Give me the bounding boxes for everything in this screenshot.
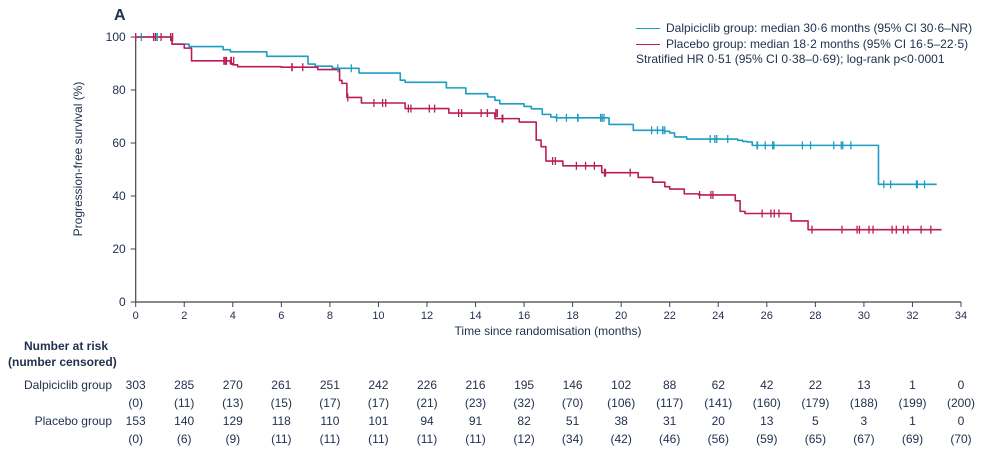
svg-text:4: 4 xyxy=(230,310,236,322)
svg-text:26: 26 xyxy=(761,310,773,322)
svg-text:22: 22 xyxy=(664,310,676,322)
svg-text:60: 60 xyxy=(112,136,126,150)
svg-text:40: 40 xyxy=(112,189,126,203)
svg-text:8: 8 xyxy=(327,310,333,322)
svg-text:34: 34 xyxy=(955,310,967,322)
svg-text:14: 14 xyxy=(469,310,481,322)
svg-text:16: 16 xyxy=(518,310,530,322)
svg-text:30: 30 xyxy=(858,310,870,322)
svg-text:10: 10 xyxy=(372,310,384,322)
svg-text:28: 28 xyxy=(809,310,821,322)
svg-text:12: 12 xyxy=(421,310,433,322)
svg-text:20: 20 xyxy=(615,310,627,322)
svg-text:32: 32 xyxy=(906,310,918,322)
svg-text:24: 24 xyxy=(712,310,724,322)
svg-text:20: 20 xyxy=(112,242,126,256)
svg-text:2: 2 xyxy=(181,310,187,322)
svg-text:A: A xyxy=(114,7,126,24)
svg-text:80: 80 xyxy=(112,83,126,97)
svg-text:0: 0 xyxy=(133,310,139,322)
svg-text:18: 18 xyxy=(566,310,578,322)
svg-text:0: 0 xyxy=(119,295,126,309)
svg-text:6: 6 xyxy=(278,310,284,322)
svg-text:100: 100 xyxy=(106,30,126,44)
